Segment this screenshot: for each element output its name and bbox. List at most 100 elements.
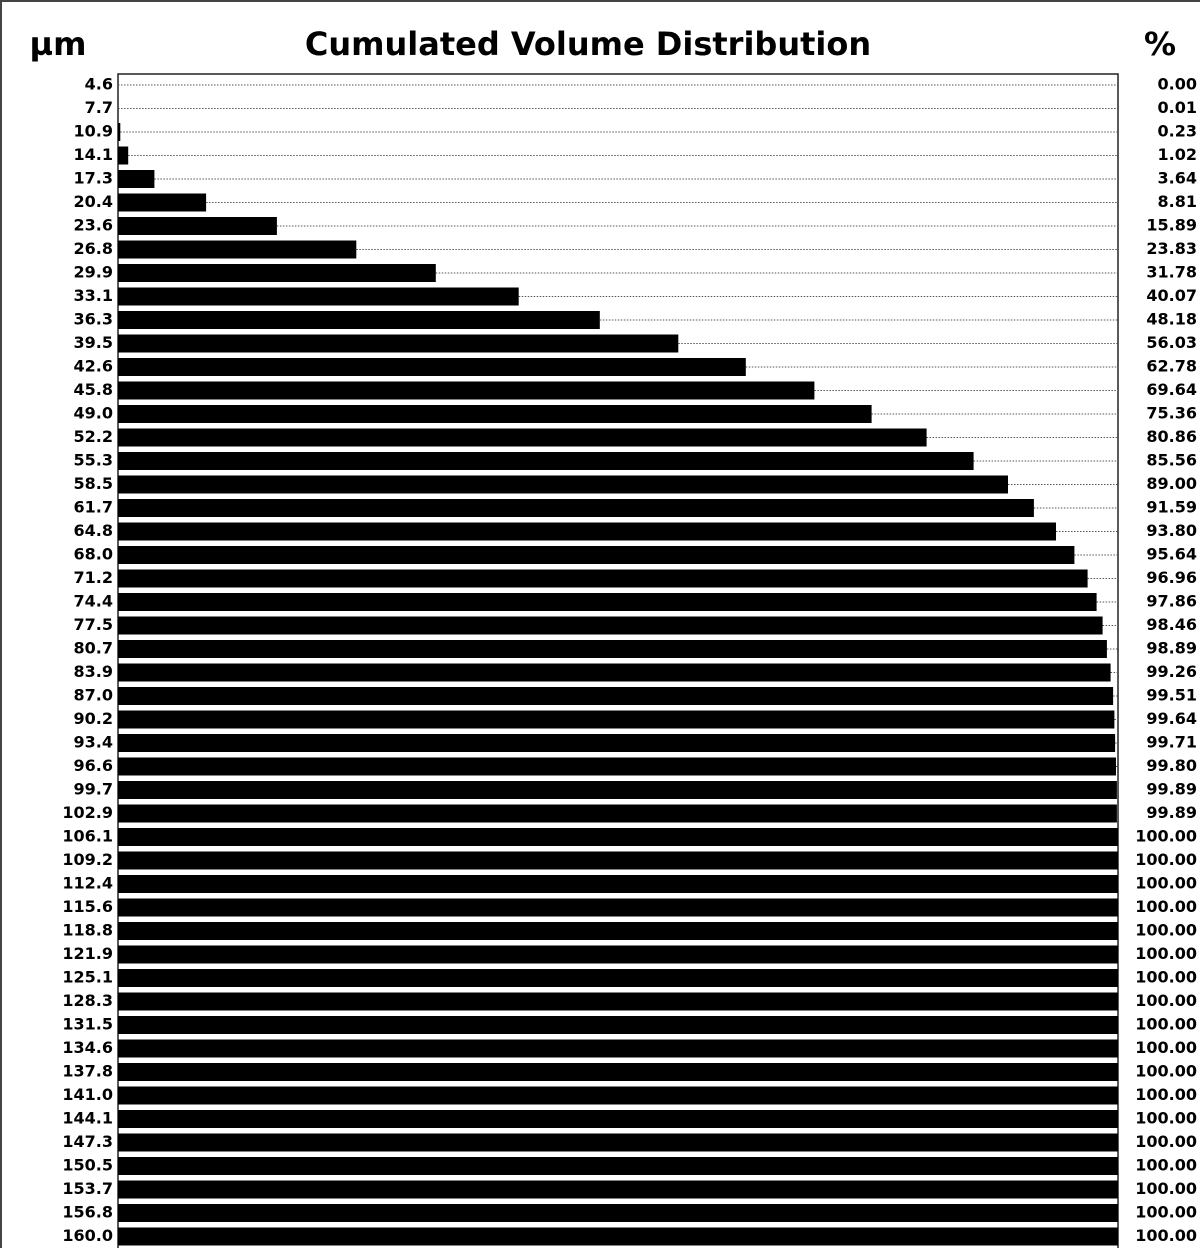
value-label: 98.89 bbox=[1146, 639, 1197, 658]
bar bbox=[118, 593, 1097, 611]
bar bbox=[118, 969, 1118, 987]
y-tick-label: 80.7 bbox=[74, 639, 113, 658]
value-label: 75.36 bbox=[1146, 404, 1197, 423]
y-tick-label: 137.8 bbox=[62, 1062, 113, 1081]
y-tick-label: 17.3 bbox=[74, 169, 113, 188]
y-tick-label: 99.7 bbox=[74, 780, 113, 799]
value-label: 100.00 bbox=[1135, 1085, 1197, 1104]
bar bbox=[118, 804, 1117, 823]
value-label: 100.00 bbox=[1135, 1132, 1197, 1151]
y-tick-label: 23.6 bbox=[74, 216, 113, 235]
y-tick-label: 77.5 bbox=[74, 615, 113, 634]
bar bbox=[118, 1016, 1118, 1034]
value-label: 31.78 bbox=[1146, 263, 1197, 282]
value-label: 40.07 bbox=[1146, 286, 1197, 305]
y-tick-label: 39.5 bbox=[74, 333, 113, 352]
value-label: 96.96 bbox=[1146, 568, 1197, 587]
bar bbox=[118, 945, 1118, 964]
y-tick-label: 61.7 bbox=[74, 498, 113, 517]
value-label: 3.64 bbox=[1158, 169, 1197, 188]
value-label: 69.64 bbox=[1146, 380, 1197, 399]
value-label: 97.86 bbox=[1146, 592, 1197, 611]
y-unit: µm bbox=[30, 25, 87, 63]
value-label: 100.00 bbox=[1135, 968, 1197, 987]
bar bbox=[118, 1204, 1118, 1222]
bar bbox=[118, 287, 519, 306]
y-tick-label: 160.0 bbox=[62, 1226, 113, 1245]
value-label: 100.00 bbox=[1135, 991, 1197, 1010]
value-label: 8.81 bbox=[1158, 192, 1197, 211]
bar bbox=[118, 922, 1118, 940]
y-tick-label: 121.9 bbox=[62, 944, 113, 963]
y-tick-label: 150.5 bbox=[62, 1156, 113, 1175]
value-label: 85.56 bbox=[1146, 451, 1197, 470]
y-tick-label: 64.8 bbox=[74, 521, 113, 540]
y-tick-label: 71.2 bbox=[74, 568, 113, 587]
bar bbox=[118, 170, 155, 188]
y-tick-label: 74.4 bbox=[74, 592, 113, 611]
bar bbox=[118, 1086, 1118, 1105]
y-tick-label: 45.8 bbox=[74, 380, 113, 399]
y-tick-label: 115.6 bbox=[62, 897, 113, 916]
value-label: 95.64 bbox=[1146, 545, 1197, 564]
y-tick-label: 156.8 bbox=[62, 1203, 113, 1222]
bar bbox=[118, 428, 927, 447]
bar bbox=[118, 1133, 1118, 1152]
value-label: 100.00 bbox=[1135, 897, 1197, 916]
bar bbox=[118, 381, 815, 400]
y-tick-label: 29.9 bbox=[74, 263, 113, 282]
value-label: 98.46 bbox=[1146, 615, 1197, 634]
value-label: 99.89 bbox=[1146, 803, 1197, 822]
y-tick-label: 55.3 bbox=[74, 451, 113, 470]
value-label: 0.00 bbox=[1158, 75, 1197, 94]
bar bbox=[118, 240, 357, 259]
bar bbox=[118, 217, 277, 235]
chart-title: Cumulated Volume Distribution bbox=[305, 25, 871, 63]
y-tick-label: 102.9 bbox=[62, 803, 113, 822]
value-label: 100.00 bbox=[1135, 944, 1197, 963]
y-tick-label: 7.7 bbox=[85, 98, 113, 117]
value-label: 99.80 bbox=[1146, 756, 1197, 775]
y-tick-label: 153.7 bbox=[62, 1179, 113, 1198]
value-label: 0.01 bbox=[1158, 98, 1197, 117]
y-tick-label: 14.1 bbox=[74, 145, 113, 164]
value-label: 99.64 bbox=[1146, 709, 1197, 728]
y-tick-label: 33.1 bbox=[74, 286, 113, 305]
y-tick-label: 93.4 bbox=[74, 733, 113, 752]
value-label: 100.00 bbox=[1135, 1179, 1197, 1198]
y-tick-label: 36.3 bbox=[74, 310, 113, 329]
bar bbox=[118, 1063, 1118, 1081]
bar bbox=[118, 358, 746, 376]
bar bbox=[118, 264, 436, 282]
bar bbox=[118, 1227, 1118, 1246]
bar bbox=[118, 546, 1075, 564]
y-tick-label: 4.6 bbox=[85, 75, 113, 94]
value-label: 89.00 bbox=[1146, 474, 1197, 493]
bar bbox=[118, 334, 679, 353]
y-tick-label: 20.4 bbox=[74, 192, 113, 211]
bar bbox=[118, 475, 1008, 494]
y-tick-label: 42.6 bbox=[74, 357, 113, 376]
bar bbox=[118, 452, 974, 470]
bar bbox=[118, 1110, 1118, 1128]
bar bbox=[118, 1039, 1118, 1058]
bar bbox=[118, 851, 1118, 870]
y-tick-label: 128.3 bbox=[62, 991, 113, 1010]
value-label: 100.00 bbox=[1135, 1015, 1197, 1034]
value-label: 99.26 bbox=[1146, 662, 1197, 681]
value-label: 48.18 bbox=[1146, 310, 1197, 329]
x-unit: % bbox=[1144, 25, 1176, 63]
value-label: 0.23 bbox=[1158, 122, 1197, 141]
y-tick-label: 112.4 bbox=[62, 874, 113, 893]
value-label: 23.83 bbox=[1146, 239, 1197, 258]
bar bbox=[118, 734, 1116, 752]
bar bbox=[118, 687, 1114, 705]
value-label: 93.80 bbox=[1146, 521, 1197, 540]
value-label: 62.78 bbox=[1146, 357, 1197, 376]
value-label: 100.00 bbox=[1135, 1203, 1197, 1222]
value-label: 1.02 bbox=[1158, 145, 1197, 164]
bar bbox=[118, 405, 872, 423]
bar bbox=[118, 146, 129, 165]
